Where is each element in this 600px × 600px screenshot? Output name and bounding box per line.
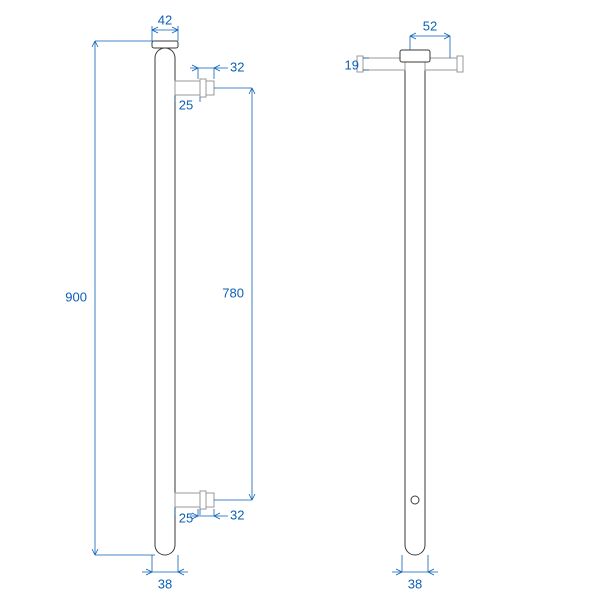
dimension-label: 25 [179, 510, 193, 525]
dimension-label: 780 [222, 285, 244, 300]
side-view: 52 19 38 [345, 18, 463, 591]
dimension-label: 25 [179, 97, 193, 112]
dimension-label: 42 [158, 12, 172, 27]
front-view: 42 32 25 900 780 32 25 38 [65, 12, 255, 591]
dimension-label: 38 [408, 576, 422, 591]
dimension-label: 32 [230, 507, 244, 522]
dimension-label: 52 [423, 18, 437, 33]
dimension-label: 19 [345, 57, 359, 72]
dimension-label: 38 [158, 576, 172, 591]
dimension-label: 900 [65, 289, 87, 304]
dimension-label: 32 [230, 59, 244, 74]
engineering-drawing: 42 32 25 900 780 32 25 38 52 19 38 [0, 0, 600, 600]
